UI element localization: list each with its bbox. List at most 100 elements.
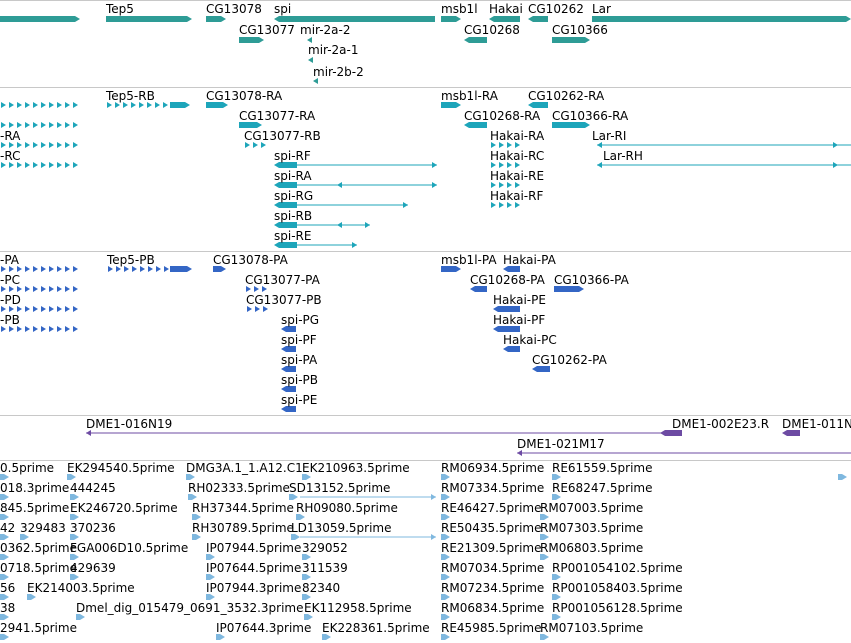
- est-label[interactable]: 329052: [302, 541, 348, 555]
- protein-label[interactable]: Hakai-PA: [503, 253, 556, 267]
- transcript-label[interactable]: Lar-RH: [603, 149, 643, 163]
- protein-label[interactable]: -PA: [0, 253, 20, 267]
- est-label[interactable]: 38: [0, 601, 16, 615]
- est-label[interactable]: RM07334.5prime: [441, 481, 545, 495]
- transcript-label[interactable]: CG13077-RA: [239, 109, 316, 123]
- est-label[interactable]: RM06834.5prime: [441, 601, 545, 615]
- est-label[interactable]: RM07003.5prime: [540, 501, 644, 515]
- transcript-label[interactable]: Tep5-RB: [106, 89, 155, 103]
- est-label[interactable]: IP07944.3prime: [206, 581, 302, 595]
- transcript-label[interactable]: spi-RE: [274, 229, 312, 243]
- est-label[interactable]: 42: [0, 521, 16, 535]
- est-label[interactable]: RH02333.5prime: [188, 481, 290, 495]
- protein-label[interactable]: CG13077-PA: [245, 273, 320, 287]
- transcript-label[interactable]: CG13077-RB: [244, 129, 321, 143]
- est-label[interactable]: RM07034.5prime: [441, 561, 545, 575]
- protein-label[interactable]: msb1l-PA: [441, 253, 497, 267]
- transcript-label[interactable]: Lar-RI: [592, 129, 627, 143]
- est-label[interactable]: 370236: [70, 521, 116, 535]
- est-label[interactable]: RE68247.5prime: [552, 481, 653, 495]
- transcript-label[interactable]: spi-RG: [274, 189, 314, 203]
- protein-label[interactable]: Tep5-PB: [107, 253, 155, 267]
- est-label[interactable]: 329483: [20, 521, 66, 535]
- est-label[interactable]: EK246720.5prime: [70, 501, 178, 515]
- est-label[interactable]: EK294540.5prime: [67, 461, 175, 475]
- transcript-label[interactable]: Hakai-RE: [490, 169, 545, 183]
- est-label[interactable]: IP07944.5prime: [206, 541, 302, 555]
- est-label[interactable]: RP001056128.5prime: [552, 601, 683, 615]
- est-label[interactable]: 2941.5prime: [0, 621, 77, 635]
- est-label[interactable]: 444245: [70, 481, 116, 495]
- est-label[interactable]: EK112958.5prime: [304, 601, 412, 615]
- protein-label[interactable]: spi-PG: [281, 313, 320, 327]
- est-label[interactable]: RM06934.5prime: [441, 461, 545, 475]
- protein-label[interactable]: CG13078-PA: [213, 253, 288, 267]
- transcript-label[interactable]: spi-RA: [274, 169, 312, 183]
- est-label[interactable]: 0362.5prime: [0, 541, 77, 555]
- est-label[interactable]: RE45985.5prime: [441, 621, 542, 635]
- est-label[interactable]: 311539: [302, 561, 348, 575]
- protein-label[interactable]: Hakai-PF: [493, 313, 546, 327]
- clone-label[interactable]: DME1-011N: [782, 417, 851, 431]
- gene-label[interactable]: CG10268: [464, 23, 520, 37]
- gene-label[interactable]: Tep5: [106, 2, 134, 16]
- protein-label[interactable]: -PC: [0, 273, 20, 287]
- est-label[interactable]: EK228361.5prime: [322, 621, 430, 635]
- protein-label[interactable]: spi-PE: [281, 393, 318, 407]
- gene-label[interactable]: msb1l: [441, 2, 478, 16]
- gene-label[interactable]: mir-2a-2: [300, 23, 351, 37]
- est-label[interactable]: RE50435.5prime: [441, 521, 542, 535]
- transcript-label[interactable]: Hakai-RA: [490, 129, 545, 143]
- est-label[interactable]: RE46427.5prime: [441, 501, 542, 515]
- est-label[interactable]: RM06803.5prime: [540, 541, 644, 555]
- est-label[interactable]: IP07644.5prime: [206, 561, 302, 575]
- gene-label[interactable]: mir-2b-2: [313, 65, 364, 79]
- est-label[interactable]: 429639: [70, 561, 116, 575]
- gene-label[interactable]: CG13078: [206, 2, 262, 16]
- est-label[interactable]: RE61559.5prime: [552, 461, 653, 475]
- clone-label[interactable]: DME1-002E23.R: [672, 417, 770, 431]
- transcript-label[interactable]: -RA: [0, 129, 21, 143]
- transcript-label[interactable]: spi-RF: [274, 149, 311, 163]
- gene-label[interactable]: Hakai: [489, 2, 523, 16]
- protein-label[interactable]: spi-PB: [281, 373, 319, 387]
- gene-label[interactable]: CG13077: [239, 23, 295, 37]
- est-label[interactable]: 0718.5prime: [0, 561, 77, 575]
- est-label[interactable]: 018.3prime: [0, 481, 70, 495]
- gene-label[interactable]: CG10262: [528, 2, 584, 16]
- transcript-label[interactable]: msb1l-RA: [441, 89, 498, 103]
- protein-label[interactable]: CG10268-PA: [470, 273, 545, 287]
- est-label[interactable]: RP001058403.5prime: [552, 581, 683, 595]
- est-label[interactable]: LD13059.5prime: [291, 521, 392, 535]
- est-label[interactable]: RM07303.5prime: [540, 521, 644, 535]
- est-label[interactable]: IP07644.3prime: [216, 621, 312, 635]
- clone-label[interactable]: DME1-016N19: [86, 417, 173, 431]
- protein-label[interactable]: -PB: [0, 313, 20, 327]
- protein-label[interactable]: CG10366-PA: [554, 273, 629, 287]
- est-label[interactable]: RM07103.5prime: [540, 621, 644, 635]
- transcript-label[interactable]: Hakai-RF: [490, 189, 544, 203]
- protein-label[interactable]: spi-PF: [281, 333, 317, 347]
- transcript-label[interactable]: CG10366-RA: [552, 109, 629, 123]
- protein-label[interactable]: CG10262-PA: [532, 353, 607, 367]
- est-label[interactable]: RP001054102.5prime: [552, 561, 683, 575]
- gene-label[interactable]: spi: [274, 2, 292, 16]
- transcript-label[interactable]: CG10268-RA: [464, 109, 541, 123]
- protein-label[interactable]: CG13077-PB: [246, 293, 322, 307]
- est-label[interactable]: 0.5prime: [0, 461, 55, 475]
- gene-label[interactable]: CG10366: [552, 23, 608, 37]
- est-label[interactable]: 82340: [302, 581, 341, 595]
- est-label[interactable]: RE21309.5prime: [441, 541, 542, 555]
- est-label[interactable]: RH30789.5prime: [192, 521, 294, 535]
- protein-label[interactable]: -PD: [0, 293, 21, 307]
- transcript-label[interactable]: spi-RB: [274, 209, 313, 223]
- est-label[interactable]: Dmel_dig_015479_0691_3532.3prime: [76, 601, 304, 615]
- est-label[interactable]: FGA006D10.5prime: [70, 541, 189, 555]
- est-label[interactable]: DMG3A.1_1.A12.C1: [186, 461, 303, 475]
- est-label[interactable]: SD13152.5prime: [289, 481, 391, 495]
- est-label[interactable]: RM07234.5prime: [441, 581, 545, 595]
- transcript-label[interactable]: CG10262-RA: [528, 89, 605, 103]
- transcript-label[interactable]: Hakai-RC: [490, 149, 545, 163]
- transcript-label[interactable]: -RC: [0, 149, 21, 163]
